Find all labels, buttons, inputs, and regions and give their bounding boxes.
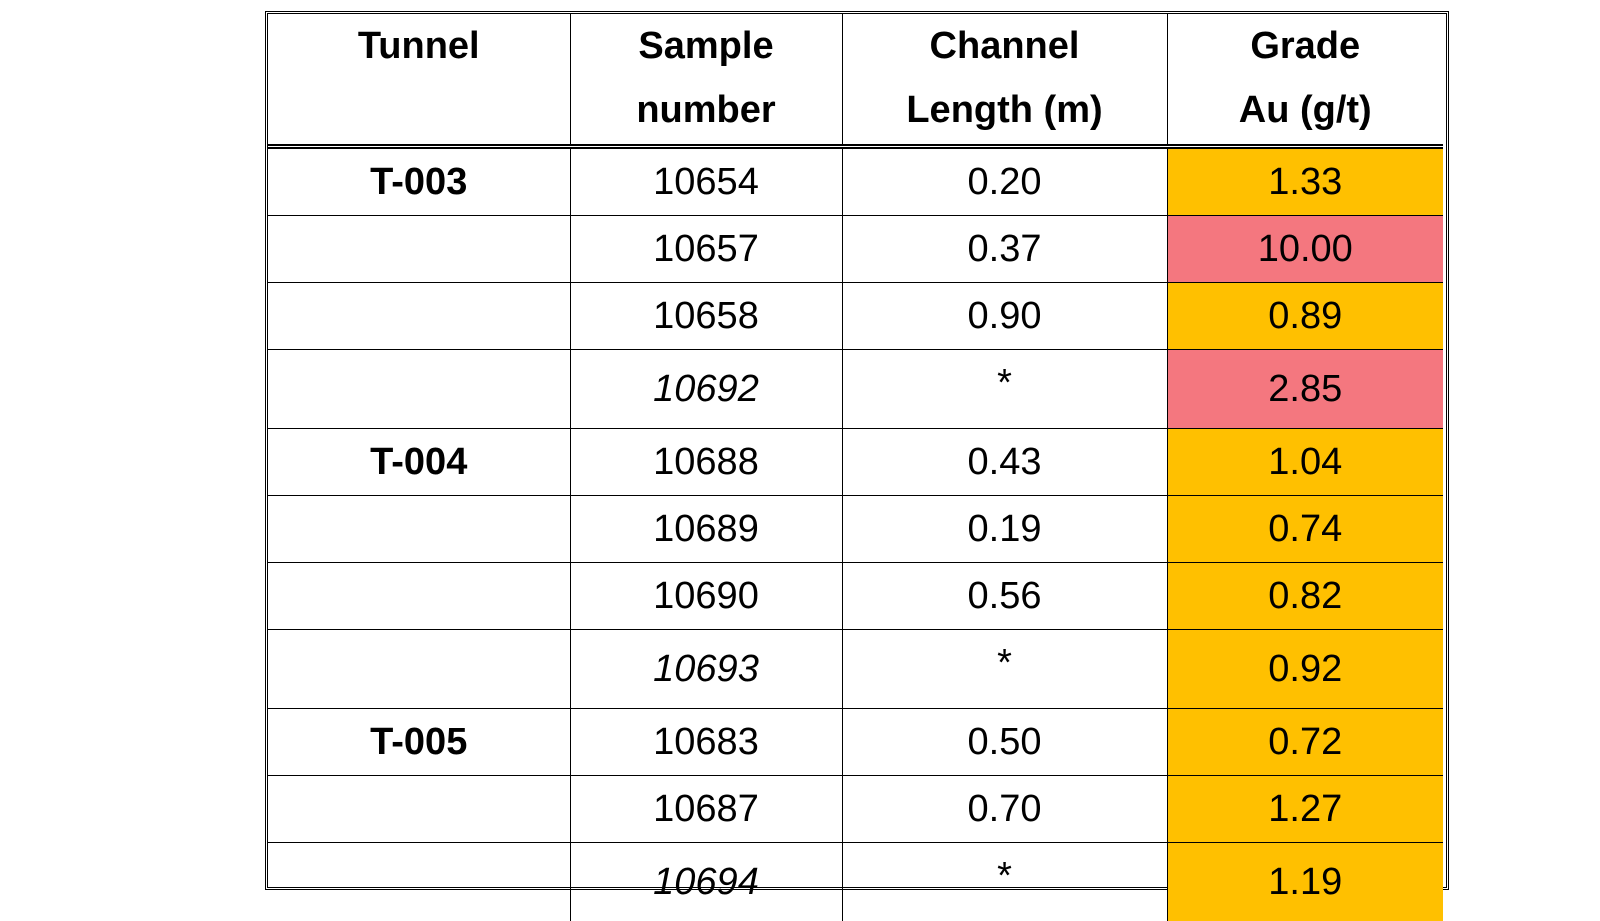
channel-length-cell: 0.43	[842, 429, 1167, 496]
channel-length-cell: 0.19	[842, 496, 1167, 563]
header-grade: Grade Au (g/t)	[1167, 14, 1443, 147]
sample-number-cell: 10688	[570, 429, 842, 496]
grade-cell: 2.85	[1167, 350, 1443, 429]
header-channel-line-2: Length (m)	[843, 78, 1167, 142]
sample-number-cell: 10690	[570, 563, 842, 630]
sample-number-cell: 10693	[570, 630, 842, 709]
channel-length-cell: 0.90	[842, 283, 1167, 350]
tunnel-cell	[268, 283, 570, 350]
channel-length-cell: 0.70	[842, 776, 1167, 843]
grade-cell: 1.19	[1167, 843, 1443, 921]
grade-cell: 0.82	[1167, 563, 1443, 630]
tunnel-cell: T-005	[268, 709, 570, 776]
sample-number-cell: 10689	[570, 496, 842, 563]
header-channel-line-1: Channel	[843, 14, 1167, 78]
sample-number-cell: 10658	[570, 283, 842, 350]
channel-length-cell: 0.37	[842, 216, 1167, 283]
header-sample-line-2: number	[571, 78, 842, 142]
channel-length-cell: *	[842, 630, 1167, 709]
header-sample-line-1: Sample	[571, 14, 842, 78]
grade-cell: 1.33	[1167, 147, 1443, 216]
header-grade-line-1: Grade	[1168, 14, 1444, 78]
tunnel-cell	[268, 563, 570, 630]
tunnel-cell: T-003	[268, 147, 570, 216]
header-channel-length: Channel Length (m)	[842, 14, 1167, 147]
tunnel-cell	[268, 496, 570, 563]
tunnel-cell	[268, 216, 570, 283]
channel-length-cell: 0.50	[842, 709, 1167, 776]
sample-number-cell: 10683	[570, 709, 842, 776]
sample-number-cell: 10654	[570, 147, 842, 216]
grade-cell: 1.27	[1167, 776, 1443, 843]
header-tunnel: Tunnel	[268, 14, 570, 147]
header-row: Tunnel Sample number Channel Length (m) …	[268, 14, 1443, 147]
table-row: 10693*0.92	[268, 630, 1443, 709]
header-sample-number: Sample number	[570, 14, 842, 147]
assay-table-frame: Tunnel Sample number Channel Length (m) …	[265, 11, 1449, 890]
sample-number-cell: 10687	[570, 776, 842, 843]
sample-number-cell: 10657	[570, 216, 842, 283]
table-row: 10694*1.19	[268, 843, 1443, 921]
tunnel-cell: T-004	[268, 429, 570, 496]
channel-length-cell: 0.20	[842, 147, 1167, 216]
grade-cell: 0.89	[1167, 283, 1443, 350]
grade-cell: 0.92	[1167, 630, 1443, 709]
grade-cell: 10.00	[1167, 216, 1443, 283]
assay-table: Tunnel Sample number Channel Length (m) …	[268, 14, 1443, 921]
sample-number-cell: 10692	[570, 350, 842, 429]
sample-number-cell: 10694	[570, 843, 842, 921]
header-grade-line-2: Au (g/t)	[1168, 78, 1444, 142]
channel-length-cell: *	[842, 350, 1167, 429]
grade-cell: 0.72	[1167, 709, 1443, 776]
grade-cell: 1.04	[1167, 429, 1443, 496]
channel-length-cell: 0.56	[842, 563, 1167, 630]
header-tunnel-line-1: Tunnel	[268, 14, 570, 78]
tunnel-cell	[268, 350, 570, 429]
table-row: 10692*2.85	[268, 350, 1443, 429]
tunnel-cell	[268, 776, 570, 843]
channel-length-cell: *	[842, 843, 1167, 921]
tunnel-cell	[268, 630, 570, 709]
grade-cell: 0.74	[1167, 496, 1443, 563]
tunnel-cell	[268, 843, 570, 921]
